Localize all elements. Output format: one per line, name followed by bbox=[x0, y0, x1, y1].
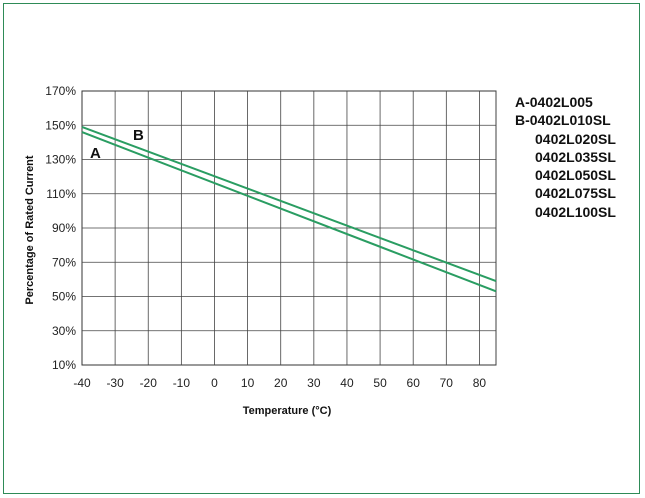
x-axis-label: Temperature (°C) bbox=[243, 405, 332, 417]
x-tick-label: 0 bbox=[211, 376, 218, 390]
legend-entry: 0402L050SL bbox=[535, 167, 616, 184]
x-tick-label: 20 bbox=[274, 376, 288, 390]
y-tick-label: 10% bbox=[52, 358, 76, 372]
x-tick-label: -10 bbox=[173, 376, 191, 390]
series-label-b: B bbox=[133, 127, 144, 144]
y-tick-label: 110% bbox=[46, 187, 76, 201]
y-tick-label: 70% bbox=[52, 255, 76, 269]
y-tick-labels: 10% 30% 50% 70% 90% 110% 130% 150% 170% bbox=[45, 84, 76, 372]
x-tick-label: 10 bbox=[241, 376, 255, 390]
series-label-a: A bbox=[90, 145, 101, 162]
x-tick-label: -30 bbox=[106, 376, 124, 390]
legend: A-0402L005 B-0402L010SL 0402L020SL 0402L… bbox=[515, 93, 640, 221]
y-tick-label: 130% bbox=[45, 153, 76, 167]
x-tick-label: 80 bbox=[473, 376, 487, 390]
x-tick-label: 50 bbox=[373, 376, 387, 390]
y-tick-label: 30% bbox=[52, 324, 76, 338]
y-tick-label: 150% bbox=[45, 118, 76, 132]
x-tick-labels: -40 -30 -20 -10 0 10 20 30 40 50 60 70 80 bbox=[73, 376, 486, 390]
legend-entry: 0402L035SL bbox=[535, 148, 616, 165]
x-tick-label: -40 bbox=[73, 376, 91, 390]
y-axis-label: Percentage of Rated Current bbox=[24, 155, 36, 304]
grid bbox=[81, 90, 497, 366]
legend-entry: A-0402L005 bbox=[515, 94, 593, 110]
x-tick-label: 40 bbox=[340, 376, 354, 390]
y-tick-label: 90% bbox=[52, 221, 76, 235]
series-line-a bbox=[81, 131, 497, 293]
legend-entry: 0402L075SL bbox=[535, 185, 616, 202]
x-tick-label: 60 bbox=[407, 376, 421, 390]
y-tick-label: 170% bbox=[45, 84, 76, 98]
series-lines bbox=[81, 126, 497, 293]
legend-entry: 0402L100SL bbox=[535, 203, 616, 220]
x-tick-label: 30 bbox=[307, 376, 321, 390]
y-tick-label: 50% bbox=[52, 290, 76, 304]
legend-entry: 0402L020SL bbox=[535, 130, 616, 147]
chart-frame bbox=[3, 3, 640, 494]
series-line-b bbox=[81, 126, 497, 283]
x-tick-label: -20 bbox=[140, 376, 158, 390]
x-tick-label: 70 bbox=[440, 376, 454, 390]
legend-entry: B-0402L010SL bbox=[515, 112, 611, 129]
